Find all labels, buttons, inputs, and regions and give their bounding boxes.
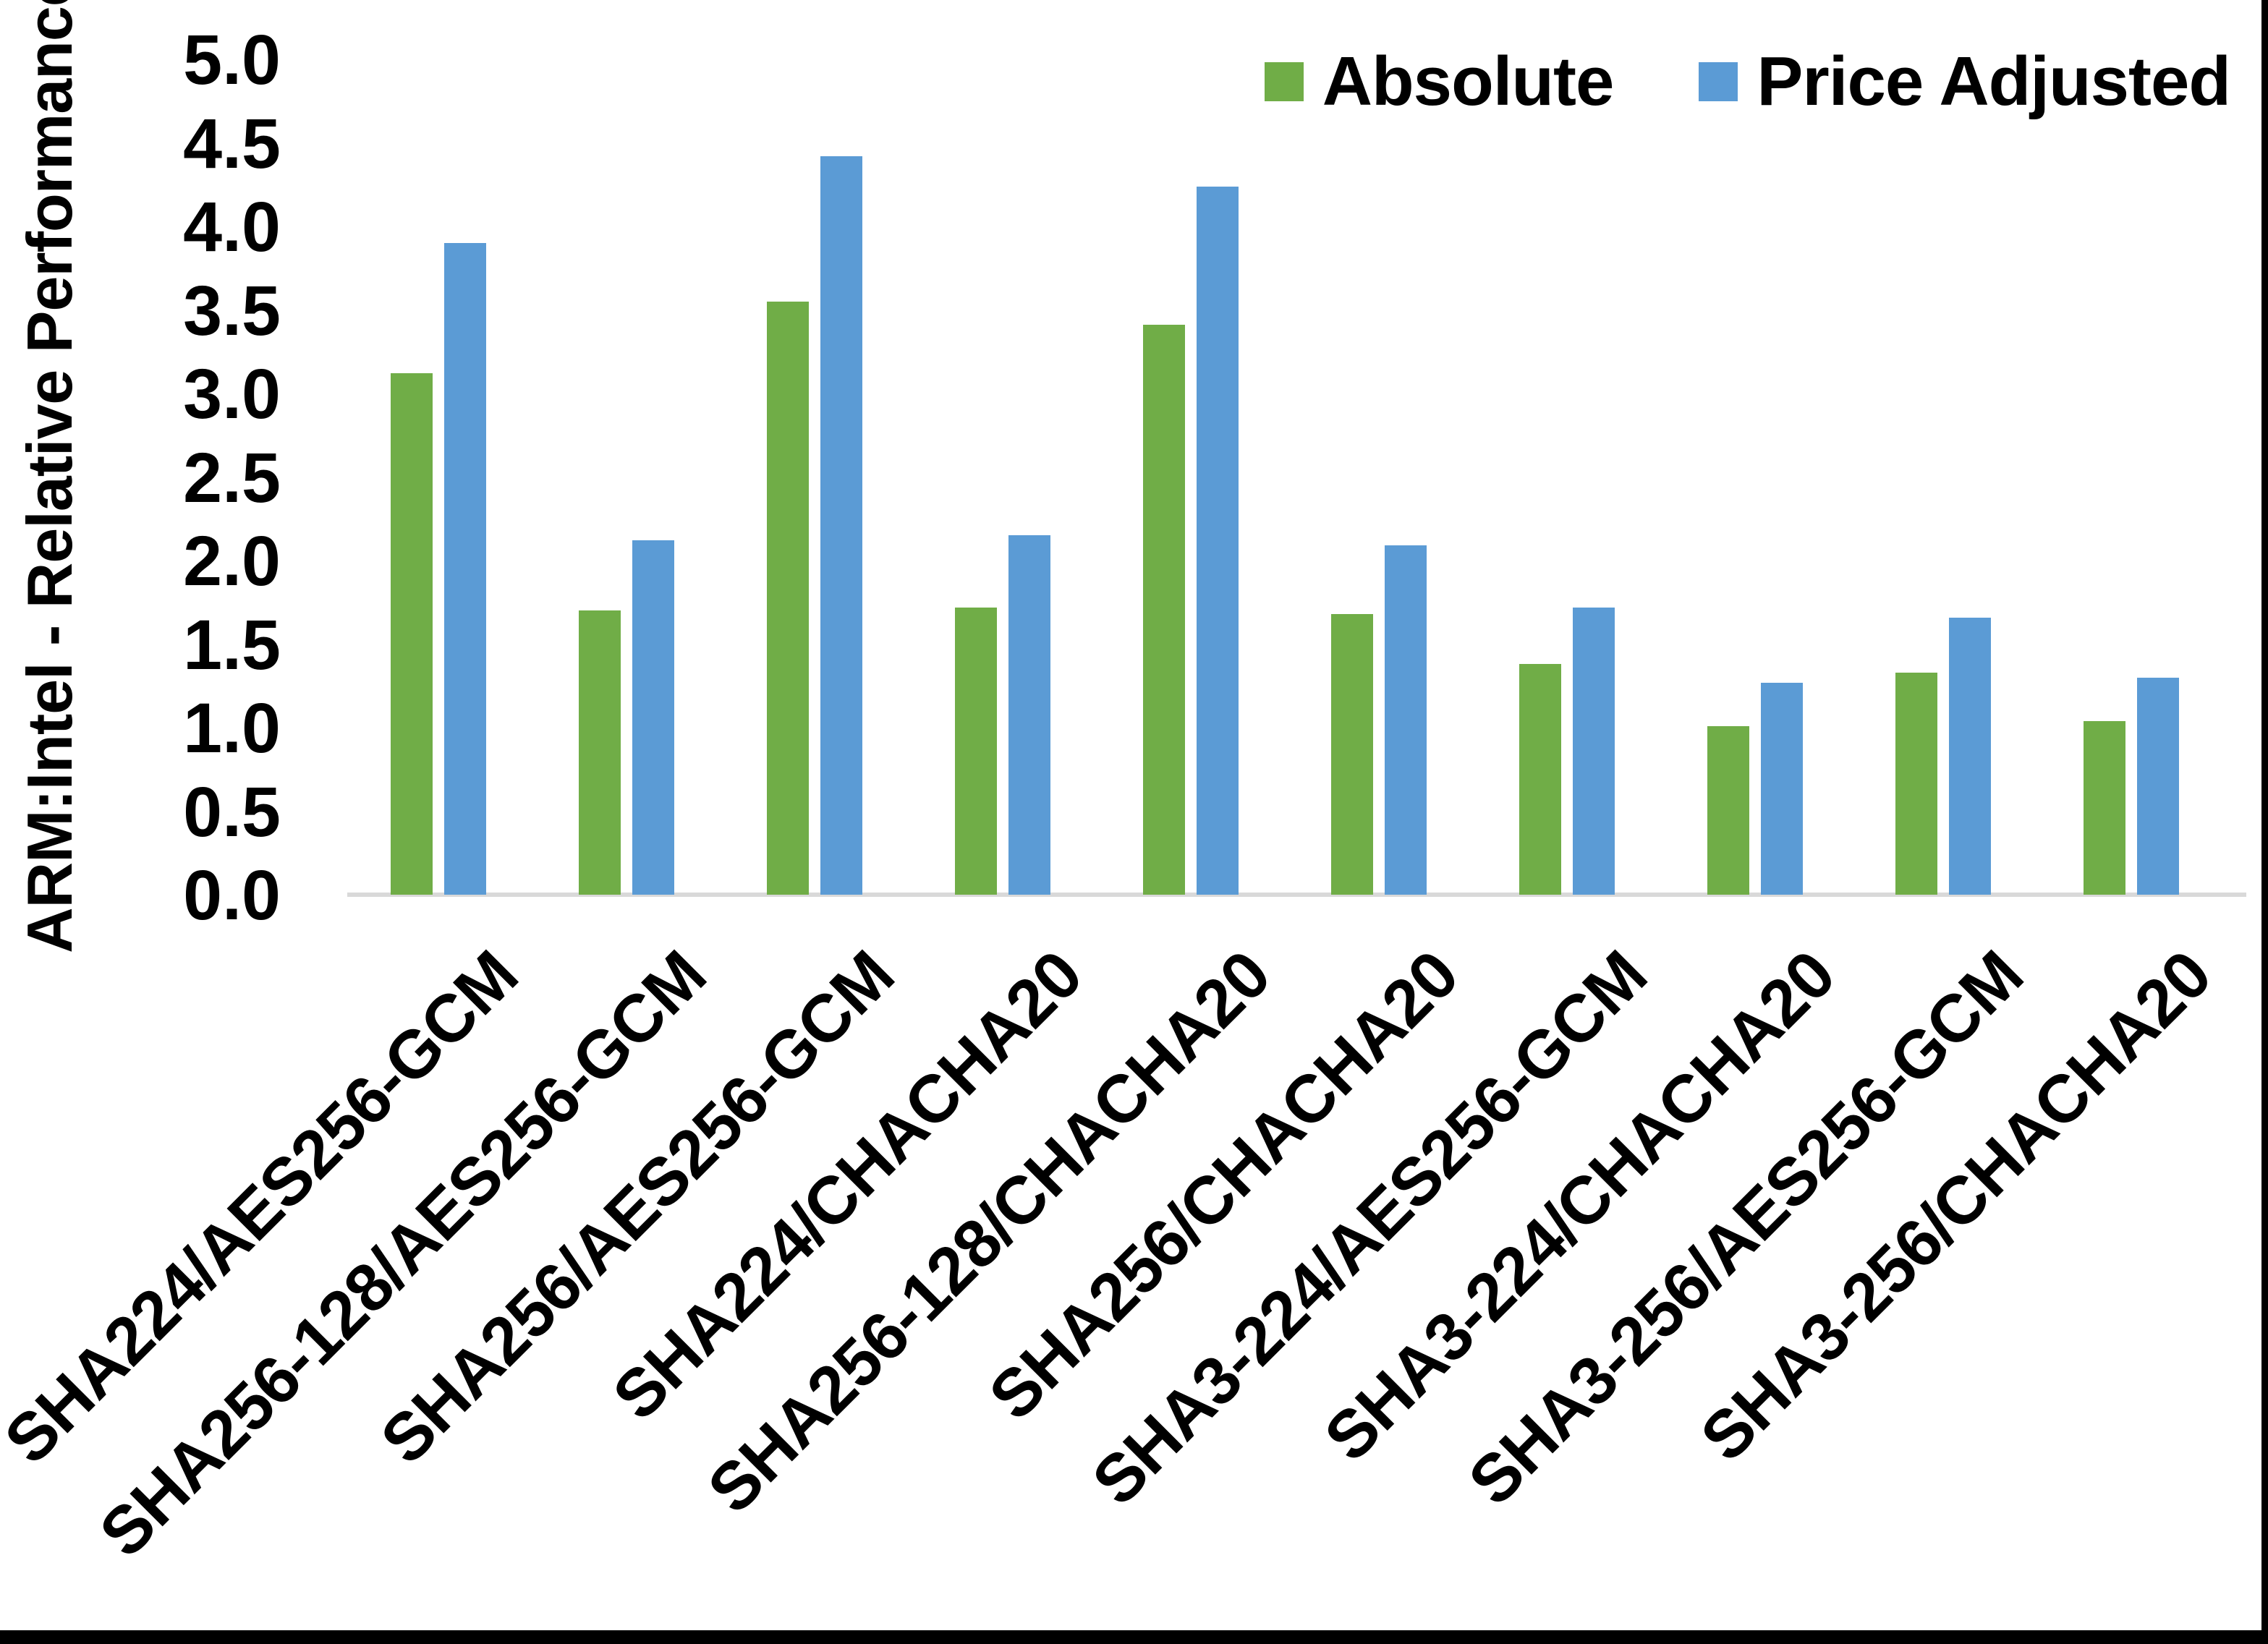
y-tick-label: 3.5 <box>183 271 281 350</box>
x-axis-line <box>347 893 2246 897</box>
bar-absolute <box>391 373 433 895</box>
y-tick-label: 2.0 <box>183 521 281 600</box>
bar-absolute <box>2084 721 2125 895</box>
bar-price-adjusted <box>632 540 674 895</box>
bar-price-adjusted <box>1008 535 1050 895</box>
bar-absolute <box>1895 673 1937 895</box>
bar-absolute <box>1331 614 1373 895</box>
y-tick-label: 0.5 <box>183 772 281 851</box>
legend-item-absolute: Absolute <box>1264 42 1615 122</box>
legend-label-absolute: Absolute <box>1322 43 1615 120</box>
bar-price-adjusted <box>444 243 486 895</box>
bar-price-adjusted <box>1573 608 1615 895</box>
y-tick-label: 1.0 <box>183 689 281 767</box>
bar-absolute <box>1519 664 1561 895</box>
bar-absolute <box>1143 325 1185 895</box>
legend-swatch-absolute <box>1264 62 1304 101</box>
legend: Absolute Price Adjusted <box>1264 42 2231 122</box>
bar-absolute <box>767 302 809 895</box>
bar-price-adjusted <box>1385 545 1427 895</box>
y-tick-label: 5.0 <box>183 20 281 99</box>
legend-item-price-adjusted: Price Adjusted <box>1699 42 2231 122</box>
bar-price-adjusted <box>1949 618 1991 895</box>
bar-price-adjusted <box>1761 683 1803 895</box>
bar-absolute <box>955 608 997 895</box>
y-tick-label: 2.5 <box>183 438 281 517</box>
legend-label-price-adjusted: Price Adjusted <box>1757 43 2231 120</box>
bar-price-adjusted <box>820 156 862 895</box>
y-tick-label: 3.0 <box>183 354 281 433</box>
bar-price-adjusted <box>1197 187 1239 895</box>
bar-price-adjusted <box>2137 678 2179 895</box>
y-tick-label: 4.0 <box>183 187 281 266</box>
y-tick-label: 1.5 <box>183 605 281 684</box>
bar-absolute <box>579 610 621 895</box>
bar-absolute <box>1707 726 1749 895</box>
y-tick-label: 4.5 <box>183 103 281 183</box>
legend-swatch-price-adjusted <box>1699 62 1738 101</box>
y-tick-label: 0.0 <box>183 856 281 934</box>
window-edge-right <box>2261 0 2268 1644</box>
window-edge-bottom <box>0 1630 2268 1644</box>
